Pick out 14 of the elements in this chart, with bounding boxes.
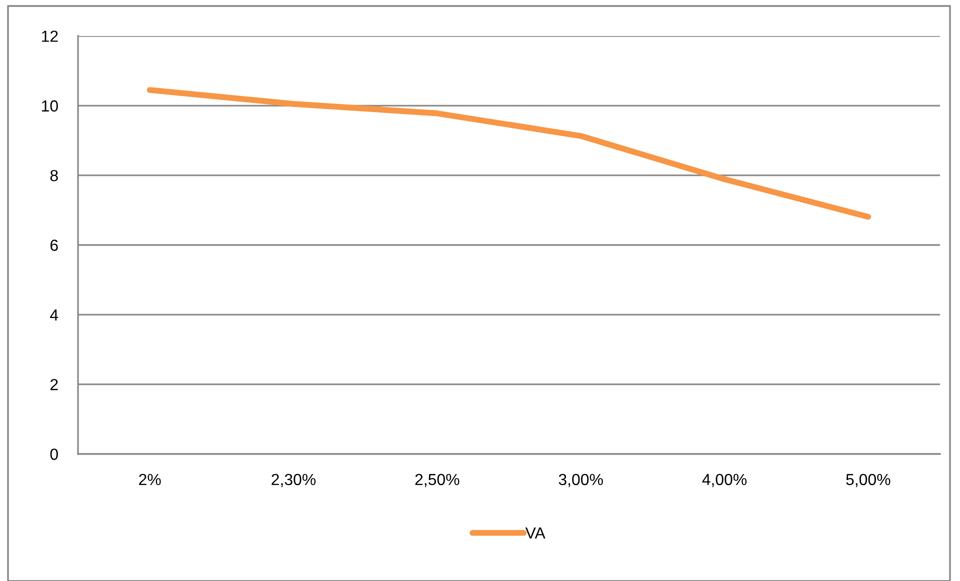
y-tick-label: 10	[42, 100, 58, 112]
y-tick-label: 8	[50, 170, 58, 182]
x-tick-label: 2,50%	[415, 474, 460, 488]
x-tick-label: 4,00%	[702, 474, 747, 488]
y-tick-label: 0	[50, 448, 58, 460]
y-tick-label: 4	[50, 309, 58, 320]
x-tick-label: 3,00%	[558, 474, 603, 488]
x-tick-label: 2%	[139, 474, 161, 486]
x-tick-label: 5,00%	[846, 474, 890, 488]
y-tick-label: 6	[50, 240, 58, 251]
y-tick-label: 12	[42, 30, 58, 42]
y-tick-label: 2	[50, 378, 58, 390]
legend-label: VA	[525, 527, 546, 538]
x-tick-label: 2,30%	[272, 474, 316, 488]
